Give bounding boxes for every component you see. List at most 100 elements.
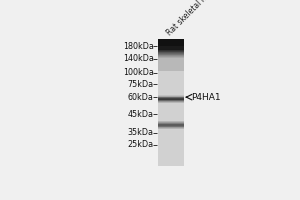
Bar: [158, 52, 184, 53]
Bar: [158, 60, 184, 61]
Bar: [158, 144, 184, 145]
Bar: [158, 126, 184, 127]
Bar: [158, 129, 184, 130]
Text: Rat skeletal muscle: Rat skeletal muscle: [165, 0, 224, 38]
Bar: [158, 135, 184, 136]
Bar: [158, 148, 184, 149]
Bar: [158, 62, 184, 63]
Bar: [158, 56, 184, 57]
Bar: [158, 142, 184, 143]
Bar: [158, 85, 184, 86]
Bar: [158, 126, 184, 127]
Bar: [158, 158, 184, 159]
Bar: [158, 141, 184, 142]
Bar: [158, 143, 184, 144]
Bar: [158, 157, 184, 158]
Bar: [158, 51, 184, 52]
Bar: [158, 145, 184, 146]
Bar: [158, 149, 184, 150]
Bar: [158, 84, 184, 85]
Bar: [158, 161, 184, 162]
Bar: [158, 131, 184, 132]
Bar: [158, 69, 184, 70]
Bar: [158, 115, 184, 116]
Bar: [158, 159, 184, 160]
Bar: [158, 43, 184, 44]
Bar: [158, 120, 184, 121]
Bar: [158, 97, 184, 98]
Bar: [158, 91, 184, 92]
Bar: [158, 138, 184, 139]
Bar: [158, 147, 184, 148]
Bar: [158, 87, 184, 88]
Bar: [158, 117, 184, 118]
Bar: [158, 104, 184, 105]
Bar: [158, 114, 184, 115]
Bar: [158, 132, 184, 133]
Bar: [158, 98, 184, 99]
Bar: [158, 112, 184, 113]
Bar: [158, 138, 184, 139]
Bar: [158, 56, 184, 57]
Bar: [158, 40, 184, 41]
Bar: [158, 69, 184, 70]
Bar: [158, 137, 184, 138]
Bar: [158, 107, 184, 108]
Bar: [158, 102, 184, 103]
Bar: [158, 78, 184, 79]
Bar: [158, 47, 184, 48]
Bar: [158, 125, 184, 126]
Bar: [158, 103, 184, 104]
Bar: [158, 77, 184, 78]
Bar: [158, 63, 184, 64]
Bar: [158, 61, 184, 62]
Bar: [158, 128, 184, 129]
Bar: [158, 111, 184, 112]
Bar: [158, 72, 184, 73]
Bar: [158, 118, 184, 119]
Bar: [158, 83, 184, 84]
Text: 180kDa: 180kDa: [123, 42, 154, 51]
Bar: [158, 134, 184, 135]
Bar: [158, 88, 184, 89]
Text: 35kDa: 35kDa: [128, 128, 154, 137]
Bar: [158, 46, 184, 47]
Bar: [158, 77, 184, 78]
Bar: [158, 105, 184, 106]
Bar: [158, 103, 184, 104]
Bar: [158, 159, 184, 160]
Bar: [158, 91, 184, 92]
Bar: [158, 45, 184, 46]
Bar: [158, 66, 184, 67]
Bar: [158, 111, 184, 112]
Bar: [158, 78, 184, 79]
Bar: [158, 98, 184, 99]
Bar: [158, 76, 184, 77]
Bar: [158, 86, 184, 87]
Bar: [158, 58, 184, 59]
Bar: [158, 54, 184, 55]
Bar: [158, 70, 184, 71]
Bar: [158, 162, 184, 163]
Bar: [158, 147, 184, 148]
Bar: [158, 163, 184, 164]
Bar: [158, 90, 184, 91]
Bar: [158, 82, 184, 83]
Bar: [158, 142, 184, 143]
Bar: [158, 75, 184, 76]
Text: 100kDa: 100kDa: [123, 68, 154, 77]
Bar: [158, 101, 184, 102]
Bar: [158, 130, 184, 131]
Bar: [158, 109, 184, 110]
Bar: [158, 152, 184, 153]
Bar: [158, 150, 184, 151]
Bar: [158, 139, 184, 140]
Bar: [158, 141, 184, 142]
Bar: [158, 40, 184, 41]
Bar: [158, 136, 184, 137]
Bar: [158, 61, 184, 62]
Bar: [158, 90, 184, 91]
Bar: [158, 127, 184, 128]
Bar: [158, 57, 184, 58]
Bar: [158, 88, 184, 89]
